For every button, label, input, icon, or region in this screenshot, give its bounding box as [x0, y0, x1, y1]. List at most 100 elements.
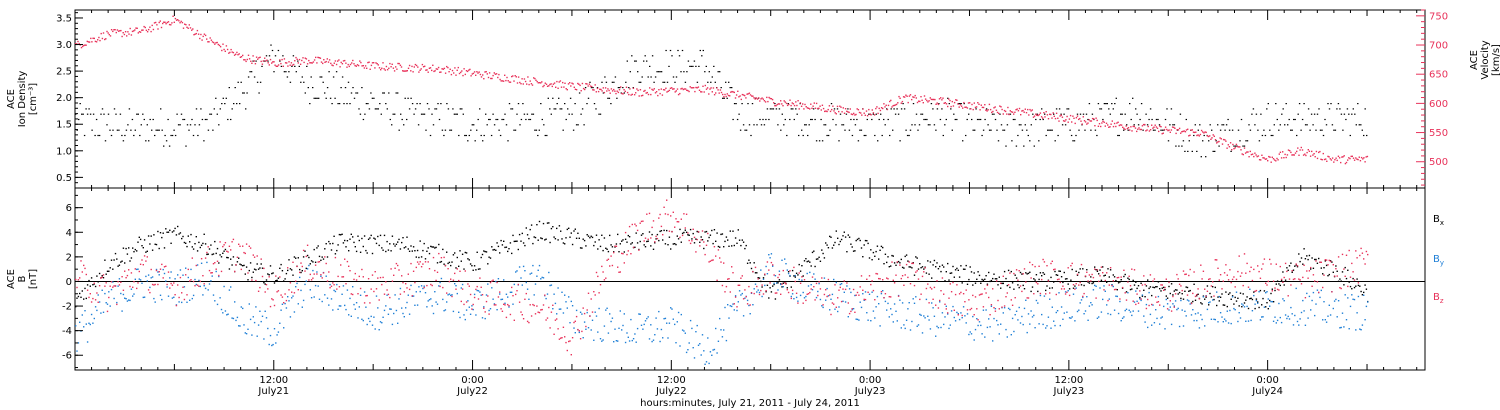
velocity-point [1105, 122, 1108, 124]
density-point [982, 129, 985, 131]
bz-point [517, 283, 519, 286]
bx-point [195, 236, 197, 238]
by-point [1188, 300, 1190, 302]
by-point [133, 293, 135, 295]
velocity-point [882, 107, 884, 110]
by-point [1226, 310, 1228, 312]
bx-point [830, 236, 832, 238]
density-point [1296, 134, 1298, 137]
bz-point [560, 337, 562, 339]
velocity-point [603, 91, 606, 94]
velocity-point [616, 90, 618, 92]
velocity-point [700, 91, 702, 93]
density-point [253, 76, 256, 78]
velocity-point [1336, 159, 1338, 162]
velocity-point [683, 88, 686, 90]
bz-point [395, 262, 398, 265]
velocity-point [1170, 129, 1173, 131]
density-point [669, 49, 672, 52]
density-point [678, 55, 681, 57]
bz-point [1011, 304, 1014, 306]
by-point [1169, 306, 1171, 308]
bz-point [1315, 260, 1317, 262]
bz-point [1316, 281, 1319, 283]
bz-point [700, 239, 702, 241]
density-point [1212, 150, 1214, 152]
bz-point [362, 276, 364, 278]
bx-point [904, 255, 906, 258]
velocity-point [1262, 157, 1264, 159]
bz-point [383, 293, 386, 295]
velocity-point [562, 81, 564, 84]
velocity-point [228, 52, 230, 54]
bz-point [909, 283, 912, 285]
by-point [886, 309, 888, 311]
bx-point [765, 291, 767, 293]
bz-point [464, 270, 466, 272]
density-point [763, 124, 766, 126]
bx-point [980, 282, 982, 284]
by-point [528, 298, 530, 300]
density-point [635, 60, 637, 62]
bz-point [813, 286, 815, 288]
density-point [245, 108, 247, 110]
velocity-point [545, 83, 548, 85]
bx-point [382, 249, 384, 251]
bz-point [907, 276, 909, 279]
velocity-point [367, 61, 369, 64]
velocity-point [667, 90, 669, 92]
density-point [332, 76, 335, 78]
density-point [1307, 108, 1310, 110]
by-point [369, 320, 371, 323]
velocity-point [1306, 151, 1308, 154]
velocity-point [469, 68, 471, 71]
bz-point [1035, 281, 1038, 284]
by-point [300, 289, 302, 292]
bx-point [880, 245, 883, 248]
bx-point [110, 259, 113, 261]
density-point [1239, 140, 1241, 142]
bx-point [1054, 270, 1056, 273]
bx-point [504, 246, 506, 249]
by-point [1295, 287, 1297, 290]
by-point [562, 312, 565, 314]
velocity-point [1112, 125, 1115, 128]
velocity-point [924, 98, 927, 100]
by-point [1111, 284, 1113, 286]
bx-point [265, 279, 268, 281]
density-point [101, 108, 104, 110]
by-point [721, 336, 724, 338]
bx-point [581, 247, 583, 249]
bx-point [988, 271, 990, 274]
density-point [377, 108, 379, 110]
bz-point [1255, 289, 1258, 292]
bz-point [137, 282, 139, 284]
density-point [397, 92, 399, 94]
bz-point [1054, 268, 1056, 270]
by-point [648, 338, 651, 340]
bx-point [499, 252, 501, 254]
by-point [1039, 294, 1042, 297]
by-point [397, 322, 399, 324]
velocity-point [812, 105, 814, 107]
by-point [338, 305, 341, 307]
density-point [580, 113, 582, 115]
by-point [723, 329, 725, 331]
density-point [990, 129, 992, 131]
bz-point [1051, 260, 1053, 262]
velocity-point [1060, 114, 1062, 116]
bz-point [410, 262, 412, 265]
bz-point [623, 262, 625, 264]
bz-point [423, 286, 425, 289]
density-point [246, 92, 248, 94]
bx-point [408, 250, 411, 252]
bz-point [305, 255, 307, 258]
bx-point [1159, 288, 1161, 290]
bz-point [159, 268, 162, 270]
bx-point [635, 232, 637, 234]
velocity-point [514, 75, 516, 77]
bx-point [352, 236, 354, 238]
velocity-point [395, 66, 397, 68]
velocity-point [80, 46, 83, 49]
bx-point [420, 256, 423, 258]
